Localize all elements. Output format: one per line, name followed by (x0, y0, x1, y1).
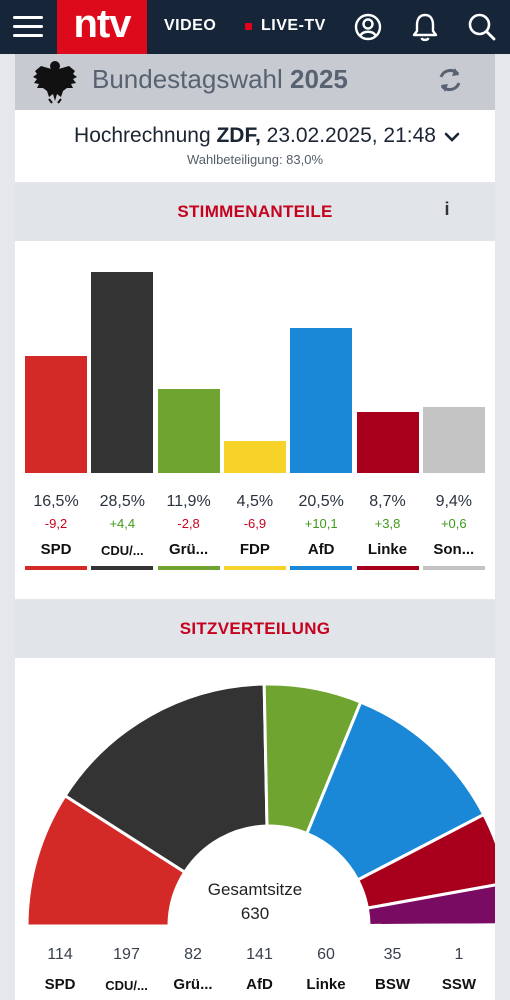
bar-change-label: +4,4 (109, 516, 136, 531)
bar-1[interactable] (91, 271, 154, 473)
votes-section-title: STIMMENANTEILE (177, 202, 333, 221)
bar-party-label: FDP (239, 541, 270, 558)
seat-segment-1[interactable] (62, 682, 269, 875)
election-title-prefix: Bundestagswahl (92, 64, 283, 94)
seat-party-label: Linke (306, 976, 346, 993)
seat-count-label: 35 (383, 946, 402, 963)
bar-party-label: CDU/... (100, 543, 144, 558)
seat-party-label: BSW (375, 976, 410, 993)
bar-2[interactable] (157, 388, 220, 473)
logo-text: ntv (73, 2, 132, 46)
bar-value-label: 11,9% (166, 493, 211, 510)
vote-share-chart: 16,5% -9,2 SPD 28,5% +4,4 CDU/... 11,9% -2,8 Grü… (15, 241, 495, 599)
election-title-year: 2025 (290, 64, 348, 94)
bar-party-underline (422, 566, 485, 570)
seat-segment-6[interactable] (367, 923, 495, 928)
account-icon[interactable] (351, 10, 385, 44)
votes-section-header: STIMMENANTEILE i (15, 183, 495, 241)
projection-datetime: 23.02.2025, 21:48 (266, 124, 436, 147)
bar-party-label: Linke (367, 541, 408, 558)
seat-count-label: 114 (47, 946, 73, 963)
nav-video-link[interactable]: VIDEO (164, 17, 217, 34)
election-header: Bundestagswahl 2025 (15, 54, 495, 110)
refresh-icon[interactable] (433, 63, 467, 97)
total-seats-label: Gesamtsitze (207, 880, 303, 899)
seat-segment-3[interactable] (304, 700, 486, 882)
seat-party-label: CDU/... (105, 978, 148, 993)
bar-value-label: 9,4% (435, 493, 473, 510)
bar-change-label: +3,8 (374, 516, 401, 531)
bar-party-underline (91, 566, 154, 570)
seat-count-label: 197 (113, 946, 140, 963)
seat-party-label: SPD (44, 976, 76, 993)
bar-6[interactable] (422, 406, 485, 473)
bar-change-label: +0,6 (440, 516, 467, 531)
seat-party-label: Grü... (173, 976, 213, 993)
seats-section-header: SITZVERTEILUNG (15, 600, 495, 658)
seat-donut-svg (25, 682, 495, 928)
bar-party-underline (157, 566, 220, 570)
nav-live-tv-link[interactable]: LIVE-TV (261, 17, 326, 34)
bar-change-label: +10,1 (304, 516, 338, 531)
projection-selector[interactable]: Hochrechnung ZDF, 23.02.2025, 21:48 Wahl… (15, 110, 495, 182)
bar-value-label: 16,5% (33, 493, 79, 510)
bar-party-underline (223, 566, 286, 570)
bar-value-label: 20,5% (298, 493, 344, 510)
top-nav-bar: ntv VIDEO LIVE-TV (0, 0, 510, 54)
bar-0[interactable] (25, 356, 87, 473)
bar-party-underline (290, 566, 353, 570)
seat-count-label: 1 (454, 946, 464, 963)
bar-value-label: 8,7% (369, 493, 406, 510)
search-icon[interactable] (465, 10, 499, 44)
bar-party-label: Grü... (169, 541, 209, 558)
bar-party-label: Son... (433, 541, 475, 558)
seat-party-label: SSW (441, 976, 477, 993)
notification-bell-icon[interactable] (408, 10, 442, 44)
bar-change-label: -6,9 (243, 516, 267, 531)
bar-5[interactable] (356, 411, 419, 473)
chevron-down-icon[interactable] (443, 130, 461, 144)
seat-party-label: AfD (246, 976, 273, 993)
bar-party-label: SPD (40, 541, 72, 558)
total-seats-value: 630 (240, 904, 270, 923)
bar-4[interactable] (290, 328, 353, 473)
projection-line: Hochrechnung ZDF, 23.02.2025, 21:48 (15, 124, 495, 148)
menu-icon[interactable] (11, 11, 45, 41)
bar-party-underline (25, 566, 87, 570)
bar-3[interactable] (223, 441, 286, 473)
seat-segment-4[interactable] (355, 812, 495, 910)
info-icon[interactable]: i (444, 199, 450, 219)
seat-count-label: 141 (246, 946, 273, 963)
projection-label: Hochrechnung (74, 124, 211, 147)
live-indicator-icon (245, 23, 252, 30)
bar-value-label: 28,5% (99, 493, 145, 510)
seats-section-title: SITZVERTEILUNG (179, 619, 331, 638)
election-title: Bundestagswahl 2025 (92, 64, 348, 95)
ntv-logo[interactable]: ntv (57, 0, 147, 54)
bar-change-label: -2,8 (177, 516, 200, 531)
turnout-text: Wahlbeteiligung: 83,0% (186, 152, 324, 167)
seat-count-label: 60 (317, 946, 335, 963)
projection-source: ZDF, (216, 124, 261, 147)
federal-eagle-icon (33, 61, 77, 104)
bar-change-label: -9,2 (44, 516, 68, 531)
bar-value-label: 4,5% (236, 493, 274, 510)
seat-count-label: 82 (184, 946, 202, 963)
bar-party-underline (356, 566, 419, 570)
bar-party-label: AfD (307, 541, 335, 558)
seat-distribution-chart: Gesamtsitze 630 114 SPD 197 CDU/... 82 Grü...… (15, 658, 495, 1000)
